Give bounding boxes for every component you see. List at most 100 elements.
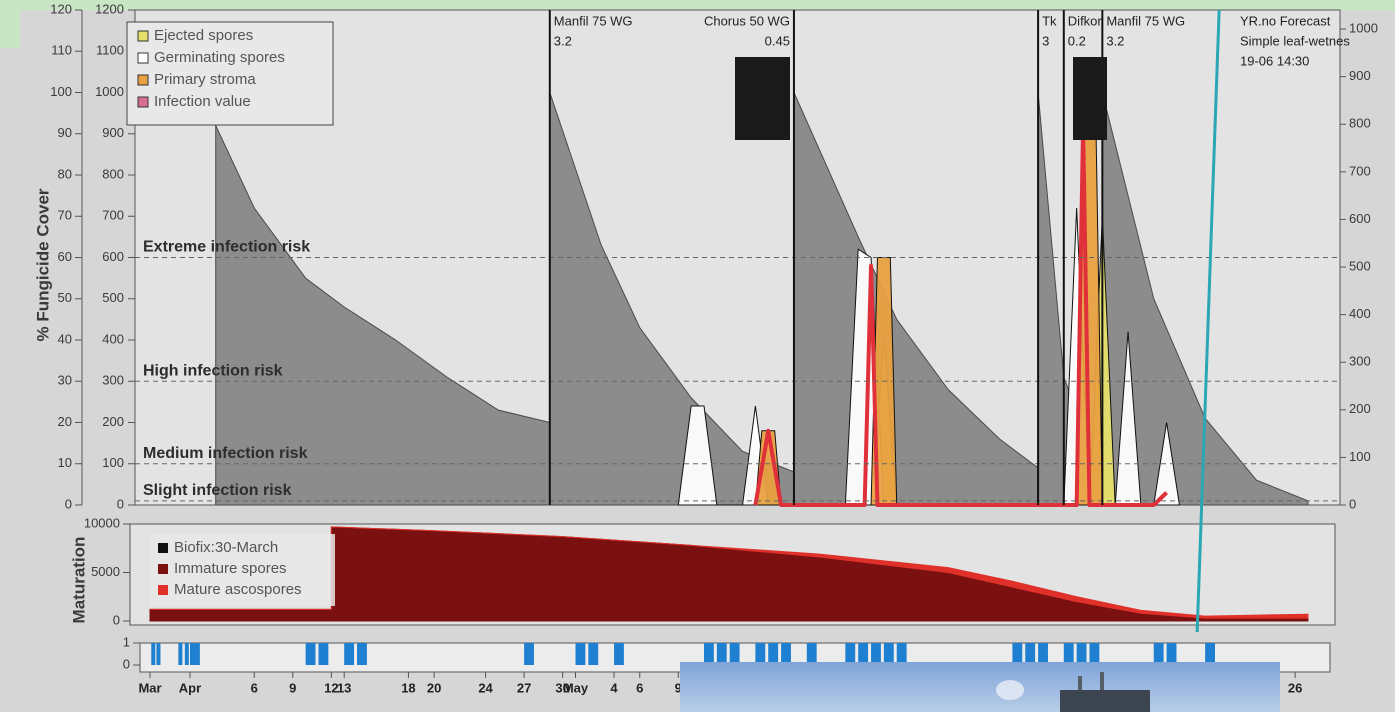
- spray-dose: 0.45: [765, 33, 790, 48]
- wetness-bar: [1089, 643, 1100, 665]
- y-tick-label: 1: [123, 634, 130, 649]
- y3-tick-label: 300: [1349, 354, 1371, 369]
- infection-line: [753, 123, 1168, 507]
- y-tick-label: 10: [58, 455, 72, 470]
- wetness-bar: [151, 643, 156, 665]
- y-tick-label: 10000: [84, 515, 120, 530]
- x-tick-label: May: [563, 680, 589, 695]
- y2-tick-label: 0: [117, 496, 124, 511]
- y-tick-label: 80: [58, 166, 72, 181]
- forecast-line: [1195, 9, 1221, 633]
- y-tick-label: 50: [58, 290, 72, 305]
- y3-tick-label: 700: [1349, 163, 1371, 178]
- y2-tick-label: 900: [102, 125, 124, 140]
- y2-tick-label: 1200: [95, 1, 124, 16]
- y-tick-label: 5000: [91, 564, 120, 579]
- y2-tick-label: 200: [102, 414, 124, 429]
- wetness-bar: [1166, 643, 1177, 665]
- legend-box: [150, 534, 335, 606]
- x-tick-label: 9: [675, 680, 682, 695]
- legend-box: [126, 21, 334, 126]
- wetness-bar: [1012, 643, 1023, 665]
- x-tick-label: 9: [289, 680, 296, 695]
- wetness-bar: [1153, 643, 1164, 665]
- x-tick-label: Apr: [179, 680, 201, 695]
- wetness-bar: [1025, 643, 1036, 665]
- legend-swatch: [158, 543, 168, 553]
- photo-antenna: [1100, 672, 1104, 690]
- y-axis-title: % Fungicide Cover: [33, 188, 52, 341]
- spray-product: Tk: [1042, 13, 1057, 28]
- legend-label: Primary stroma: [154, 71, 256, 88]
- spray-product: Manfil 75 WG: [1106, 13, 1185, 28]
- x-tick-label: 12: [324, 680, 338, 695]
- legend-label: Immature spores: [174, 560, 287, 577]
- y2-tick-label: 100: [102, 455, 124, 470]
- y2-tick-label: 400: [102, 331, 124, 346]
- y-tick-label: 40: [58, 331, 72, 346]
- x-tick-label: 24: [478, 680, 493, 695]
- spray-dose: 3: [1042, 33, 1049, 48]
- y2-tick-label: 800: [102, 166, 124, 181]
- y2-tick-label: 1000: [95, 84, 124, 99]
- y-tick-label: 60: [58, 249, 72, 264]
- marker-box: [1073, 57, 1107, 140]
- x-tick-label: 4: [610, 680, 618, 695]
- y3-tick-label: 600: [1349, 211, 1371, 226]
- legend-label: Germinating spores: [154, 49, 285, 66]
- legend-label: Mature ascospores: [174, 581, 302, 598]
- wetness-bar: [883, 643, 894, 665]
- y3-tick-label: 200: [1349, 401, 1371, 416]
- x-tick-label: 18: [401, 680, 415, 695]
- legend-swatch: [137, 52, 149, 64]
- x-tick-label: Mar: [138, 680, 161, 695]
- y-tick-label: 90: [58, 125, 72, 140]
- wetness-bar: [1076, 643, 1087, 665]
- wetness-bar: [318, 643, 329, 665]
- x-tick-label: 6: [251, 680, 258, 695]
- x-tick-label: 6: [636, 680, 643, 695]
- forecast-label: Simple leaf-wetnes: [1240, 33, 1350, 48]
- x-tick-label: 20: [427, 680, 441, 695]
- y-tick-label: 120: [50, 1, 72, 16]
- forecast-label: YR.no Forecast: [1240, 13, 1331, 28]
- forecast-label: 19-06 14:30: [1240, 53, 1309, 68]
- wetness-bar: [344, 643, 355, 665]
- wetness-bar: [729, 643, 740, 665]
- photo-building: [1060, 690, 1150, 712]
- spray-dose: 0.2: [1068, 33, 1086, 48]
- wetness-bar: [1063, 643, 1074, 665]
- wetness-bar: [357, 643, 367, 665]
- wetness-bar: [768, 643, 779, 665]
- legend-label: Biofix:30-March: [174, 539, 278, 556]
- legend-swatch: [137, 30, 149, 42]
- photo-cloud: [996, 680, 1024, 700]
- y-tick-label: 0: [123, 656, 130, 671]
- wetness-bar: [588, 643, 599, 665]
- photo-antenna: [1078, 676, 1082, 690]
- wetness-bar: [858, 643, 869, 665]
- wetness-bar: [575, 643, 586, 665]
- y3-tick-label: 0: [1349, 496, 1356, 511]
- y-tick-label: 30: [58, 373, 72, 388]
- y2-tick-label: 500: [102, 290, 124, 305]
- wetness-bar: [871, 643, 881, 665]
- wetness-bar: [178, 643, 183, 665]
- wetness-bar: [755, 643, 766, 665]
- photo-overlay: [680, 662, 1280, 712]
- x-tick-label: 13: [337, 680, 351, 695]
- y-tick-label: 110: [51, 43, 72, 58]
- left-band: [0, 0, 20, 48]
- y-tick-label: 0: [113, 612, 120, 627]
- legend-swatch: [158, 585, 168, 595]
- wetness-bar: [156, 643, 161, 665]
- wetness-bar: [781, 643, 791, 665]
- marker-box: [735, 57, 790, 140]
- wetness-bar: [896, 643, 907, 665]
- y3-tick-label: 500: [1349, 258, 1371, 273]
- y-tick-label: 100: [50, 84, 72, 99]
- wetness-bar: [184, 643, 189, 665]
- spray-dose: 3.2: [1106, 33, 1124, 48]
- top-band: [0, 0, 1395, 10]
